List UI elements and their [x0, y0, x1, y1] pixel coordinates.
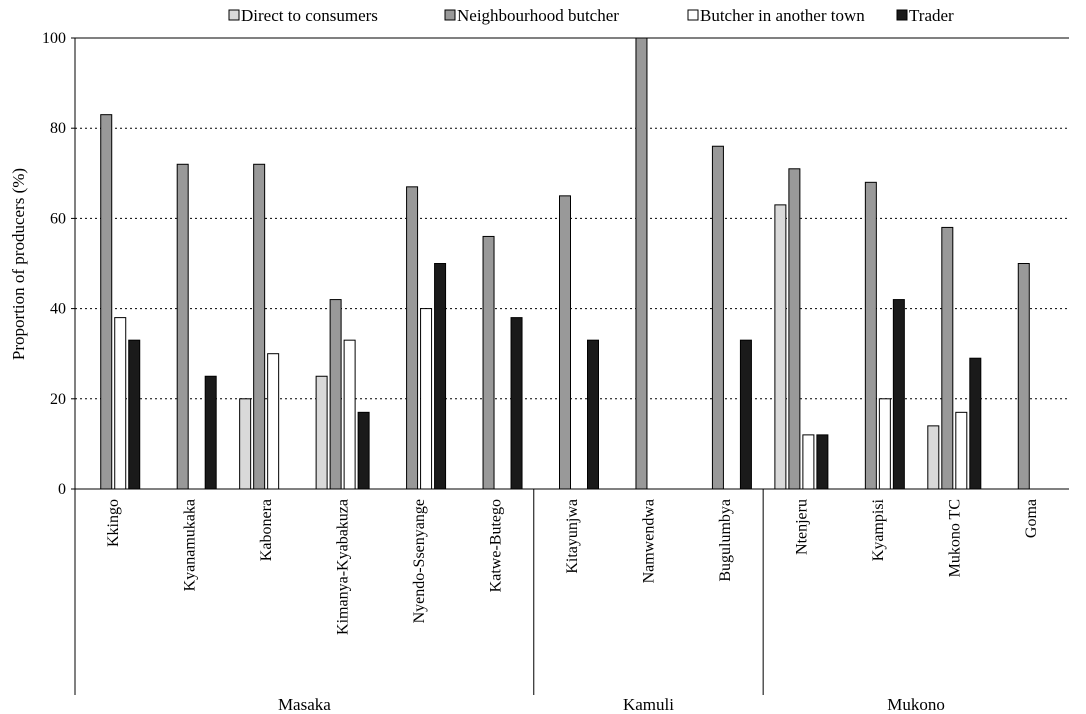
- y-tick-label-20: 20: [50, 391, 66, 408]
- bar-ntenjeru-neighbourhood-butcher: [788, 168, 801, 490]
- bar-bugulumbya-trader: [739, 339, 752, 490]
- bar-kimanya-kyabakuza-trader: [357, 411, 370, 490]
- legend: Direct to consumers Neighbourhood butcher…: [228, 6, 954, 25]
- y-tick-label-40: 40: [50, 301, 66, 318]
- y-tick-labels: 0 20 40 60 80 100: [42, 30, 66, 498]
- bar-kkingo-neighbourhood-butcher: [100, 114, 113, 490]
- bar-ntenjeru-butcher-in-another-town: [802, 434, 815, 490]
- category-label-nyendo-ssenyange: Nyendo-Ssenyange: [411, 499, 428, 623]
- bar-mukono-tc-trader: [969, 357, 982, 490]
- y-axis-title: Proportion of producers (%): [9, 168, 28, 360]
- bar-kimanya-kyabakuza-direct-to-consumers: [315, 375, 328, 490]
- y-tick-label-100: 100: [42, 30, 66, 47]
- bar-kyampisi-trader: [892, 299, 905, 490]
- group-label-kamuli: Kamuli: [623, 695, 674, 714]
- y-tick-label-60: 60: [50, 210, 66, 227]
- bar-kabonera-neighbourhood-butcher: [253, 163, 266, 490]
- bar-kyampisi-neighbourhood-butcher: [864, 181, 877, 490]
- category-label-goma: Goma: [1023, 499, 1040, 538]
- y-tick-label-80: 80: [50, 120, 66, 137]
- bar-kkingo-butcher-in-another-town: [114, 317, 127, 490]
- category-label-kyanamukaka: Kyanamukaka: [182, 499, 199, 591]
- bar-goma-neighbourhood-butcher: [1017, 263, 1030, 490]
- legend-swatch-trader: [896, 9, 908, 21]
- group-label-masaka: Masaka: [278, 695, 331, 714]
- bar-nyendo-ssenyange-butcher-in-another-town: [420, 308, 433, 490]
- category-label-kkingo: Kkingo: [105, 499, 122, 547]
- category-label-kyampisi: Kyampisi: [870, 498, 887, 561]
- bar-kabonera-direct-to-consumers: [239, 398, 252, 490]
- legend-label-direct-to-consumers: Direct to consumers: [241, 6, 378, 25]
- category-label-mukono-tc: Mukono TC: [946, 499, 963, 577]
- category-label-ntenjeru: Ntenjeru: [793, 499, 810, 555]
- bar-kkingo-trader: [128, 339, 141, 490]
- bar-kabonera-butcher-in-another-town: [267, 353, 280, 490]
- bar-namwendwa-neighbourhood-butcher: [635, 37, 648, 490]
- bar-kyanamukaka-neighbourhood-butcher: [176, 163, 189, 490]
- legend-label-neighbourhood-butcher: Neighbourhood butcher: [457, 6, 619, 25]
- bar-kitayunjwa-trader: [587, 339, 599, 490]
- category-label-namwendwa: Namwendwa: [640, 499, 657, 583]
- bar-kitayunjwa-neighbourhood-butcher: [559, 195, 571, 490]
- category-label-kimanya-kyabakuza: Kimanya-Kyabakuza: [335, 499, 352, 635]
- axes: [71, 37, 1069, 695]
- category-label-kitayunjwa: Kitayunjwa: [564, 499, 581, 574]
- bar-ntenjeru-trader: [816, 434, 829, 490]
- y-tick-label-0: 0: [58, 481, 66, 498]
- bar-mukono-tc-butcher-in-another-town: [955, 411, 968, 490]
- gridlines: [75, 37, 1069, 400]
- category-label-kabonera: Kabonera: [258, 499, 275, 561]
- group-label-mukono: Mukono: [887, 695, 945, 714]
- category-label-bugulumbya: Bugulumbya: [717, 499, 734, 582]
- bar-kimanya-kyabakuza-neighbourhood-butcher: [329, 299, 342, 490]
- group-labels: Masaka Kamuli Mukono: [278, 489, 945, 714]
- bar-bugulumbya-neighbourhood-butcher: [711, 145, 724, 490]
- bar-kimanya-kyabakuza-butcher-in-another-town: [343, 339, 356, 490]
- bar-mukono-tc-neighbourhood-butcher: [941, 226, 954, 490]
- bar-kyanamukaka-trader: [204, 375, 217, 490]
- category-label-katwe-butego: Katwe-Butego: [488, 499, 505, 592]
- bar-ntenjeru-direct-to-consumers: [774, 204, 787, 490]
- legend-swatch-butcher-in-another-town: [687, 9, 699, 21]
- bar-mukono-tc-direct-to-consumers: [927, 425, 940, 490]
- legend-label-butcher-in-another-town: Butcher in another town: [700, 6, 865, 25]
- bars: [100, 37, 1030, 490]
- bar-nyendo-ssenyange-trader: [434, 263, 447, 490]
- bar-katwe-butego-trader: [510, 317, 523, 490]
- bar-kyampisi-butcher-in-another-town: [878, 398, 891, 490]
- bar-katwe-butego-neighbourhood-butcher: [482, 235, 495, 490]
- legend-label-trader: Trader: [909, 6, 954, 25]
- bar-nyendo-ssenyange-neighbourhood-butcher: [406, 186, 419, 490]
- legend-swatch-neighbourhood-butcher: [444, 9, 456, 21]
- legend-swatch-direct-to-consumers: [228, 9, 240, 21]
- category-labels: Kkingo Kyanamukaka Kabonera Kimanya-Kyabaku…: [105, 498, 1040, 634]
